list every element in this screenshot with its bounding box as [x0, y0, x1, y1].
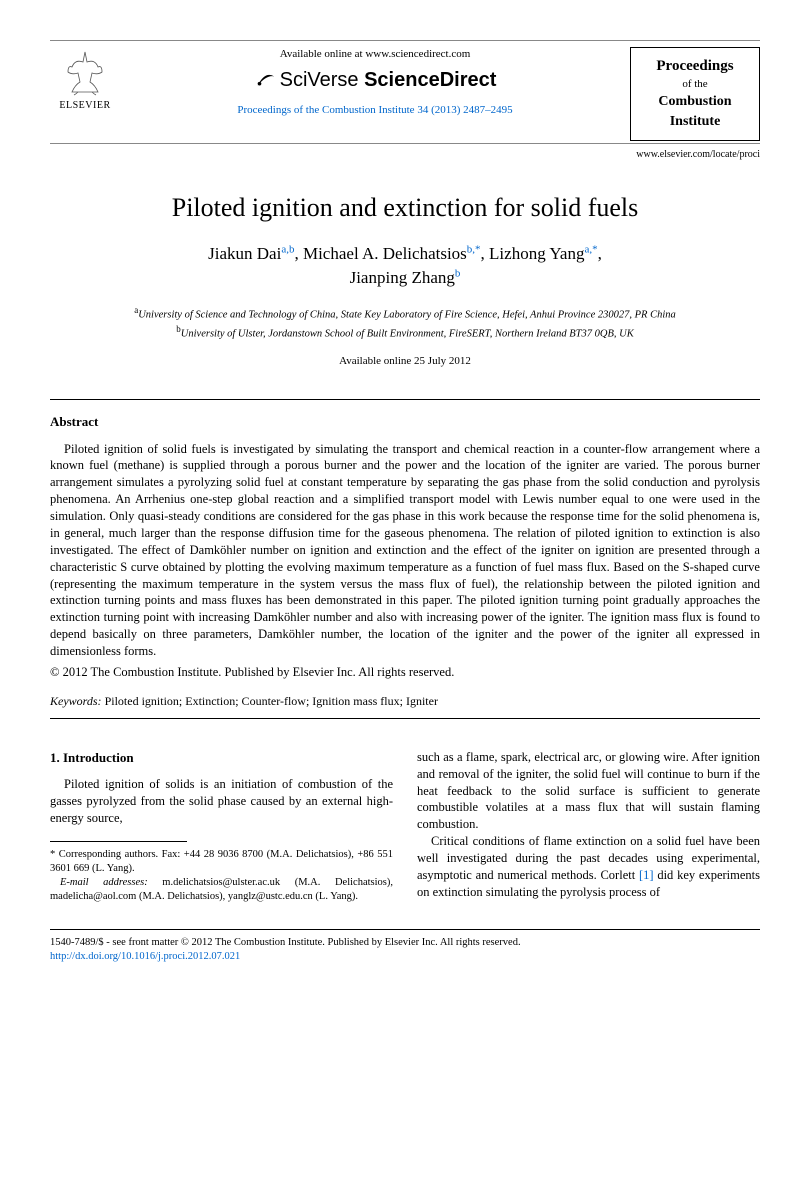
citation-link[interactable]: Proceedings of the Combustion Institute …: [130, 103, 620, 117]
footnote-divider: [50, 841, 187, 842]
header-center: Available online at www.sciencedirect.co…: [120, 47, 630, 118]
keywords-text: Piloted ignition; Extinction; Counter-fl…: [102, 694, 438, 708]
column-left: 1. Introduction Piloted ignition of soli…: [50, 749, 393, 905]
footer-divider: [50, 929, 760, 930]
abstract-heading: Abstract: [50, 414, 760, 431]
journal-title-box: Proceedings of the Combustion Institute: [630, 47, 760, 141]
elsevier-tree-icon: [60, 47, 110, 97]
abstract-text: Piloted ignition of solid fuels is inves…: [50, 441, 760, 660]
journal-line3: Combustion: [637, 92, 753, 112]
author-4: Jianping Zhang: [350, 268, 455, 287]
journal-line4: Institute: [637, 112, 753, 132]
article-title: Piloted ignition and extinction for soli…: [50, 191, 760, 225]
ref-link-1[interactable]: [1]: [639, 868, 654, 882]
intro-heading: 1. Introduction: [50, 749, 393, 767]
column-right: such as a flame, spark, electrical arc, …: [417, 749, 760, 905]
body-columns: 1. Introduction Piloted ignition of soli…: [50, 749, 760, 905]
available-online-text: Available online at www.sciencedirect.co…: [130, 47, 620, 61]
keywords-label: Keywords:: [50, 694, 102, 708]
corresponding-author-note: * Corresponding authors. Fax: +44 28 903…: [50, 848, 393, 876]
doi-link[interactable]: http://dx.doi.org/10.1016/j.proci.2012.0…: [50, 951, 240, 962]
intro-para-1-cont: such as a flame, spark, electrical arc, …: [417, 749, 760, 833]
author-3: Lizhong Yang: [489, 244, 584, 263]
email-addresses-note: E-mail addresses: m.delichatsios@ulster.…: [50, 876, 393, 904]
email-label: E-mail addresses:: [60, 877, 148, 888]
page-header: ELSEVIER Available online at www.science…: [50, 40, 760, 144]
abstract-copyright: © 2012 The Combustion Institute. Publish…: [50, 664, 760, 680]
available-date: Available online 25 July 2012: [50, 354, 760, 368]
affil-b-text: University of Ulster, Jordanstown School…: [181, 329, 634, 340]
author-2: Michael A. Delichatsios: [303, 244, 467, 263]
author-1: Jiakun Dai: [208, 244, 281, 263]
footer-copyright: 1540-7489/$ - see front matter © 2012 Th…: [50, 936, 760, 951]
divider-bottom: [50, 718, 760, 719]
journal-line2: of the: [637, 77, 753, 92]
locate-url[interactable]: www.elsevier.com/locate/proci: [50, 148, 760, 161]
page-footer: 1540-7489/$ - see front matter © 2012 Th…: [50, 936, 760, 965]
affil-a-text: University of Science and Technology of …: [138, 309, 676, 320]
sciencedirect-text: SciVerse ScienceDirect: [280, 67, 497, 93]
affiliations: aUniversity of Science and Technology of…: [50, 304, 760, 342]
intro-para-1: Piloted ignition of solids is an initiat…: [50, 776, 393, 827]
keywords-line: Keywords: Piloted ignition; Extinction; …: [50, 694, 760, 710]
elsevier-logo-block: ELSEVIER: [50, 47, 120, 112]
corr-text: Corresponding authors. Fax: +44 28 9036 …: [50, 849, 393, 874]
author-4-affil[interactable]: b: [455, 268, 461, 280]
author-2-affil[interactable]: b,*: [467, 244, 481, 256]
sciencedirect-swoosh-icon: [254, 69, 276, 91]
intro-para-2: Critical conditions of flame extinction …: [417, 833, 760, 901]
footnotes: * Corresponding authors. Fax: +44 28 903…: [50, 848, 393, 905]
journal-line1: Proceedings: [637, 56, 753, 77]
author-3-affil[interactable]: a,*: [584, 244, 597, 256]
elsevier-label: ELSEVIER: [59, 99, 110, 112]
author-1-affil[interactable]: a,b: [281, 244, 294, 256]
sciencedirect-logo: SciVerse ScienceDirect: [130, 67, 620, 93]
divider-top: [50, 399, 760, 400]
author-list: Jiakun Daia,b, Michael A. Delichatsiosb,…: [50, 242, 760, 290]
